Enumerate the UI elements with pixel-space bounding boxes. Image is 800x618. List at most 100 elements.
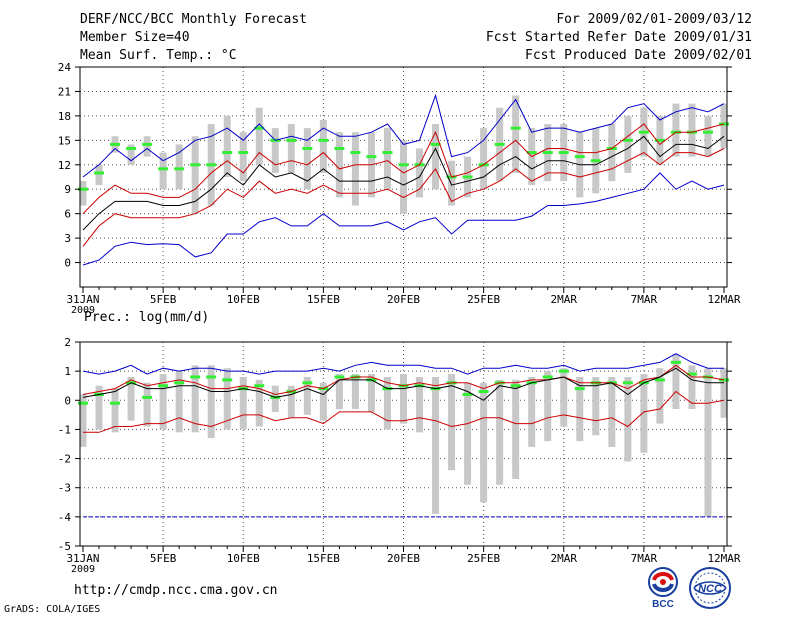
y-tick-label: 12 [58,159,71,172]
chart-title: DERF/NCC/BCC Monthly Forecast [80,12,307,27]
box-range [448,374,456,471]
forecast-period: For 2009/02/01-2009/03/12 [556,12,752,27]
box-range [255,379,263,427]
box-range [143,136,151,157]
box-range [592,376,600,436]
y-tick-label: 15 [58,134,71,147]
box-range [223,368,231,430]
series-mean-line [82,367,724,401]
box-range [223,115,231,177]
box-range [191,136,199,214]
box-range [640,374,648,453]
box-range [351,132,359,206]
x-tick-label: 7MAR [631,552,658,565]
box-range [432,376,440,514]
box-range [688,103,696,157]
x-tick-label: 15FEB [307,552,340,565]
temperature-panel: 0 3 6 9 12 15 18 21 24 31JAN 5FEB 10FEB 15FEB 20FEB 25… [58,61,741,316]
box-range [416,376,424,433]
box-range [448,160,456,206]
series-max-line [82,353,724,375]
box-range [159,374,167,430]
box-range [608,124,616,182]
box-range [175,144,183,190]
box-range [207,365,215,439]
x-tick-label: 20FEB [387,552,420,565]
box-range [672,353,680,410]
y-tick-label: 0 [64,394,71,407]
x-year-label: 2009 [71,305,95,316]
y-tick-label: 6 [64,208,71,221]
x-tick-label: 31JAN [66,293,99,306]
x-tick-label: 10FEB [227,552,260,565]
box-range [624,115,632,173]
x-tick-label: 12MAR [707,293,740,306]
x-tick-label: 2MAR [551,552,578,565]
box-range [239,376,247,430]
box-range [175,371,183,433]
x-tick-label: 5FEB [150,293,177,306]
series-mean-line [82,135,725,231]
box-range [704,368,712,517]
series-max-line [82,93,725,178]
box-range [191,365,199,433]
box-range [335,374,343,410]
box-range [95,385,103,430]
box-range [127,376,135,421]
box-range [720,368,728,418]
box-range [480,128,488,190]
series-p90-line [82,123,725,215]
box-range [528,376,536,447]
x-tick-label: 25FEB [467,293,500,306]
start-refer-date: Fcst Started Refer Date 2009/01/31 [485,30,752,45]
x-tick-label: 31JAN [66,552,99,565]
box-range [351,374,359,410]
ncc-logo: NCC [689,567,731,609]
member-size: Member Size=40 [80,30,190,45]
y-tick-label: 3 [64,232,71,245]
y-tick-label: -3 [58,482,71,495]
y-tick-label: -4 [58,511,72,524]
x-tick-label: 10FEB [227,293,260,306]
box-range [111,388,119,433]
y-tick-label: -1 [58,423,71,436]
box-range [432,124,440,190]
box-range [704,115,712,157]
x-tick-label: 15FEB [307,293,340,306]
box-range [287,385,295,418]
box-range [576,376,584,442]
footer-url[interactable]: http://cmdp.ncc.cma.gov.cn [74,583,278,598]
y-tick-label: 18 [58,110,71,123]
box-range [143,382,151,427]
bcc-logo-text: BCC [652,599,674,610]
box-range [400,140,407,214]
box-range [383,376,391,430]
produced-date: Fcst Produced Date 2009/02/01 [525,48,752,63]
series-p90-line [82,364,725,396]
y-tick-label: 9 [64,183,71,196]
box-range [239,132,247,182]
box-range [319,119,327,173]
box-range [287,124,295,173]
box-range [560,368,568,427]
grads-credit: GrADS: COLA/IGES [4,604,101,615]
precip-label: Prec.: log(mm/d) [84,310,210,325]
box-range [656,368,664,424]
box-range [127,144,135,165]
series-p10-line [82,148,725,247]
y-tick-label: 2 [64,336,71,349]
box-range [303,128,311,190]
y-tick-label: 1 [64,365,71,378]
box-range [319,382,327,421]
box-range [79,394,87,447]
variable-label: Mean Surf. Temp.: °C [80,48,237,63]
box-range [271,128,279,173]
x-tick-label: 2MAR [551,293,578,306]
box-range [464,382,472,485]
box-range [335,132,343,198]
box-range [159,152,167,190]
y-tick-label: 21 [58,85,71,98]
box-range [303,376,311,415]
ncc-logo-text: NCC [698,583,723,595]
